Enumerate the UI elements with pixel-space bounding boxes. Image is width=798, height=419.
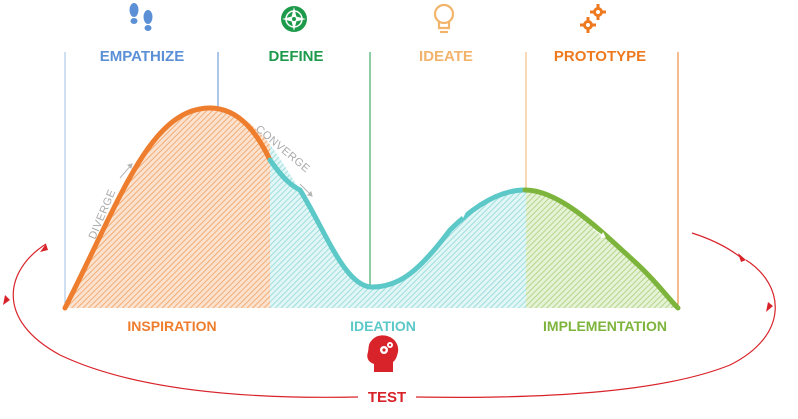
test-loop-arrow-bottom-right: [766, 302, 773, 312]
compass-icon: [281, 6, 307, 32]
test-label: TEST: [368, 389, 406, 406]
converge-arrow: [299, 183, 313, 197]
implementation-curve: [522, 187, 681, 311]
head-gears-icon: [367, 335, 399, 372]
inspiration-curve: [62, 105, 273, 311]
test-loop-arrow-left: [40, 244, 48, 252]
ideation-arrow: [452, 212, 466, 223]
gears-icon: [580, 4, 606, 33]
stage-label-ideate: IDEATE: [419, 48, 473, 65]
stage-label-define: DEFINE: [268, 48, 323, 65]
diverge-arrow: [119, 163, 133, 179]
lightbulb-icon: [433, 3, 455, 34]
implementation-arrow: [592, 228, 606, 238]
phase-label-ideation: IDEATION: [350, 318, 416, 334]
test-loop-arrow-bottom-left: [3, 295, 10, 305]
ideation-curve: [267, 157, 528, 290]
phase-label-inspiration: INSPIRATION: [127, 318, 216, 334]
stage-label-empathize: EMPATHIZE: [100, 48, 184, 65]
curve-fill: [65, 108, 678, 308]
implementation-fill: [526, 108, 678, 308]
phase-label-implementation: IMPLEMENTATION: [543, 318, 667, 334]
stage-label-prototype: PROTOTYPE: [554, 48, 646, 65]
test-loop-arrow-right: [738, 253, 746, 262]
footprints-icon: [129, 3, 153, 31]
